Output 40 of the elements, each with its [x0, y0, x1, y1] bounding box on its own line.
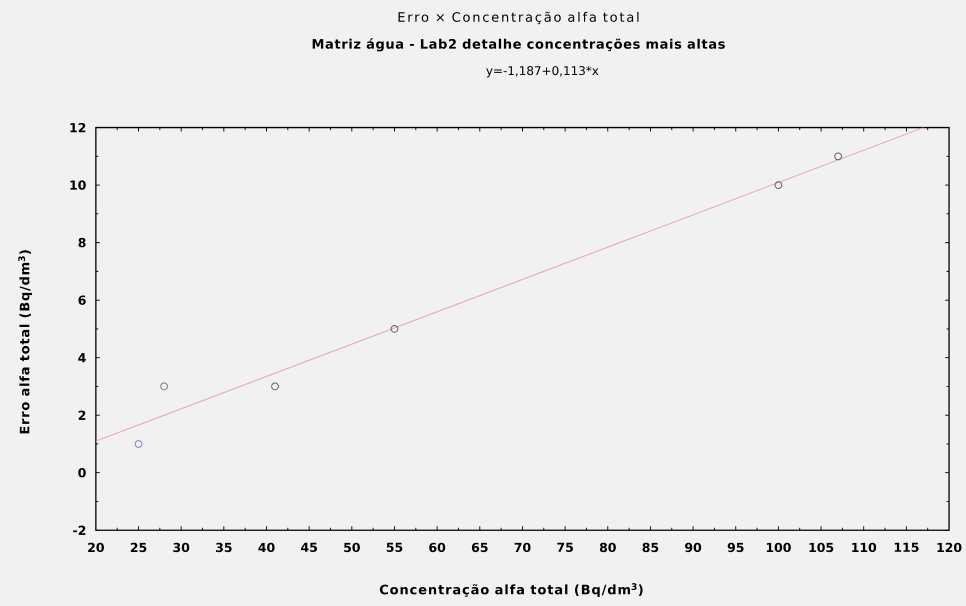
x-tick-label: 35 [216, 542, 232, 552]
x-tick-label: 70 [514, 542, 531, 552]
chart-subtitle: Matriz água - Lab2 detalhe concentrações mais altas [312, 38, 725, 52]
x-tick-label: 100 [766, 542, 791, 552]
point [160, 382, 168, 390]
x-tick-label: 110 [852, 542, 876, 552]
x-tick-label: 90 [685, 542, 702, 552]
point [390, 325, 398, 333]
y-tick-label: 2 [78, 410, 86, 420]
point [271, 382, 279, 390]
y-tick-label: 4 [78, 353, 86, 362]
x-tick-label: 120 [937, 542, 962, 552]
y-tick-label: 8 [78, 238, 86, 248]
x-tick-label: 105 [809, 542, 834, 552]
x-tick-label: 75 [557, 542, 573, 552]
x-tick-label: 45 [301, 542, 317, 552]
x-tick-label: 80 [600, 542, 616, 552]
text: y=-1,187+0,113*x [486, 66, 598, 78]
y-tick-label: 6 [78, 295, 86, 305]
x-tick-label: 95 [728, 542, 744, 552]
x-tick-label: 40 [258, 542, 275, 552]
x-axis-title: Concentração alfa total (Bq/dm$^{3}$) [380, 583, 643, 597]
point [134, 440, 142, 448]
y-tick-label: 10 [70, 180, 86, 190]
x-tick-label: 20 [88, 542, 104, 552]
x-tick-label: 115 [894, 542, 919, 552]
x-tick-label: 30 [173, 542, 190, 552]
point [834, 152, 842, 160]
x-tick-label: 50 [344, 542, 360, 552]
x-tick-label: 25 [130, 542, 146, 552]
x-tick-label: 85 [642, 542, 658, 552]
x-tick-label: 60 [429, 542, 446, 552]
y-axis-title: Erro alfa total (Bq/dm$^{3}$) [18, 250, 32, 434]
chart-title: Erro × Concentração alfa total [398, 12, 638, 24]
x-tick-label: 65 [472, 542, 488, 552]
y-tick-label: -2 [73, 526, 86, 535]
point [774, 181, 782, 189]
x-tick-label: 55 [386, 542, 402, 552]
y-tick-label: 0 [78, 468, 86, 478]
y-tick-label: 12 [70, 122, 86, 132]
